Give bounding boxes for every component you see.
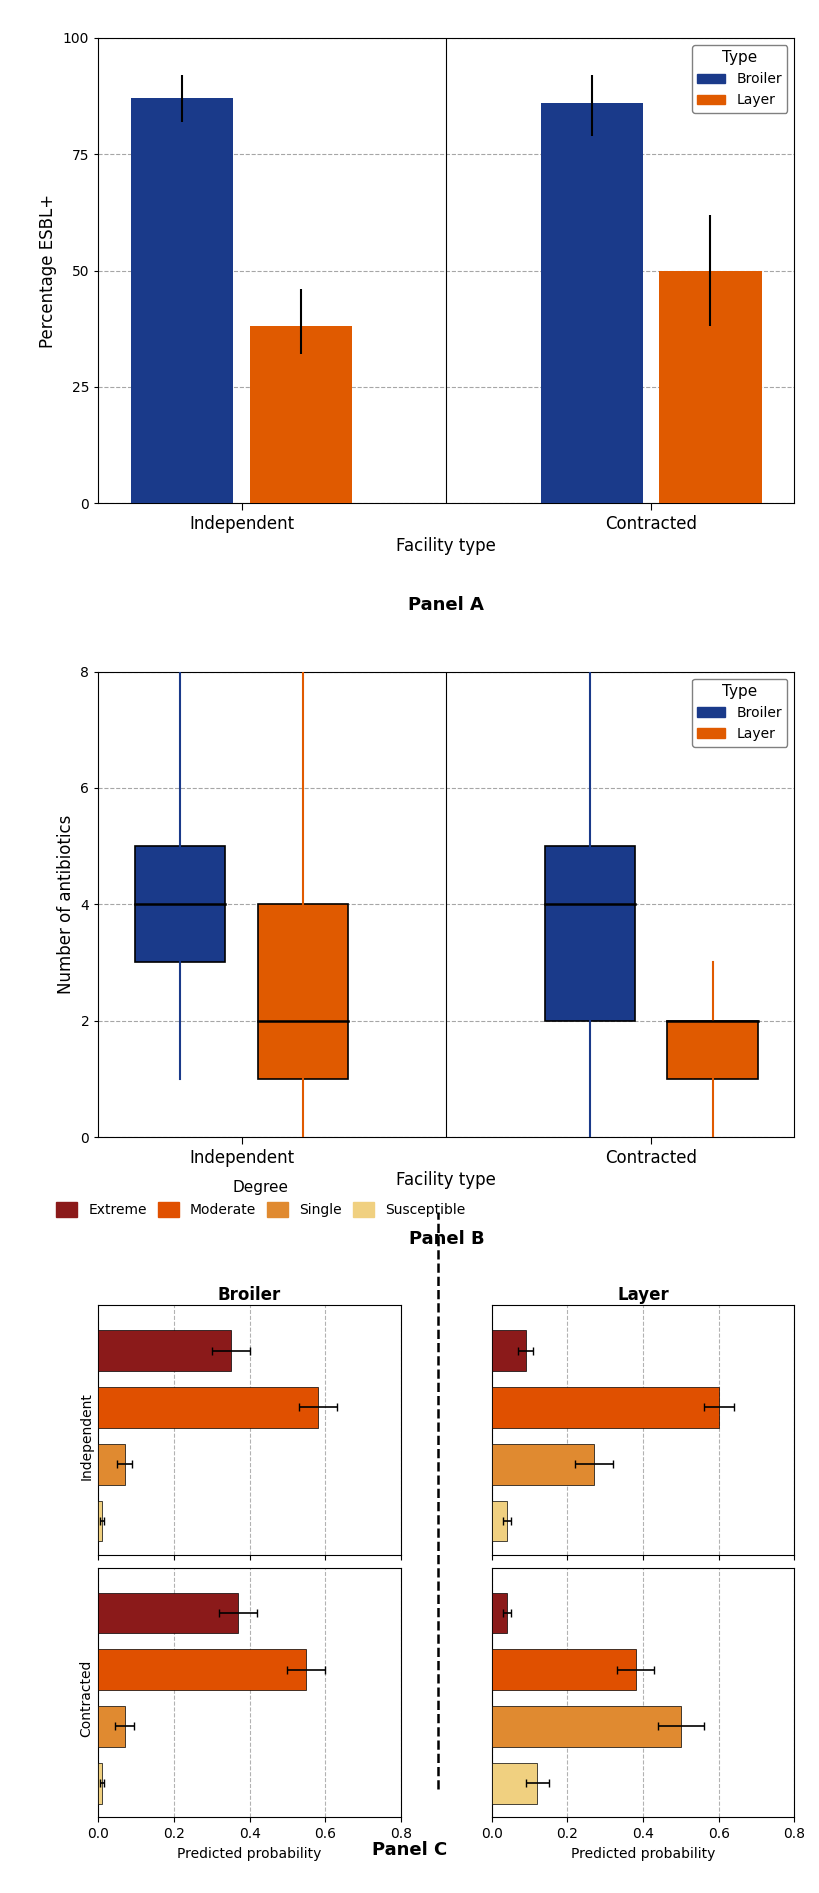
Bar <box>491 1444 594 1484</box>
Bar <box>491 1592 507 1634</box>
Bar <box>135 846 225 962</box>
Bar <box>491 1388 719 1427</box>
Bar <box>250 326 352 504</box>
Legend: Extreme, Moderate, Single, Susceptible: Extreme, Moderate, Single, Susceptible <box>51 1176 471 1223</box>
Bar <box>491 1501 507 1541</box>
Bar <box>659 271 762 504</box>
Bar <box>98 1388 318 1427</box>
Bar <box>98 1331 231 1371</box>
Bar <box>491 1706 681 1747</box>
Bar <box>545 846 635 1020</box>
Bar <box>98 1444 124 1484</box>
Legend: Broiler, Layer: Broiler, Layer <box>692 45 788 114</box>
Bar <box>98 1706 124 1747</box>
Bar <box>667 1020 758 1079</box>
Bar <box>541 102 643 504</box>
X-axis label: Facility type: Facility type <box>396 1172 496 1189</box>
Bar <box>258 905 348 1079</box>
Y-axis label: Percentage ESBL+: Percentage ESBL+ <box>39 193 57 348</box>
Text: Panel A: Panel A <box>409 596 484 615</box>
X-axis label: Predicted probability: Predicted probability <box>571 1846 715 1861</box>
Title: Broiler: Broiler <box>218 1285 281 1304</box>
Bar <box>131 98 233 504</box>
Bar <box>491 1649 636 1690</box>
Bar <box>98 1762 102 1804</box>
Legend: Broiler, Layer: Broiler, Layer <box>692 678 788 746</box>
X-axis label: Predicted probability: Predicted probability <box>178 1846 322 1861</box>
Bar <box>98 1592 238 1634</box>
Bar <box>98 1649 306 1690</box>
Y-axis label: Number of antibiotics: Number of antibiotics <box>57 814 75 994</box>
Bar <box>491 1331 526 1371</box>
Bar <box>491 1762 537 1804</box>
Text: Panel C: Panel C <box>372 1840 447 1859</box>
Bar <box>98 1501 102 1541</box>
Title: Layer: Layer <box>618 1285 669 1304</box>
Text: Panel B: Panel B <box>409 1230 484 1247</box>
X-axis label: Facility type: Facility type <box>396 538 496 555</box>
